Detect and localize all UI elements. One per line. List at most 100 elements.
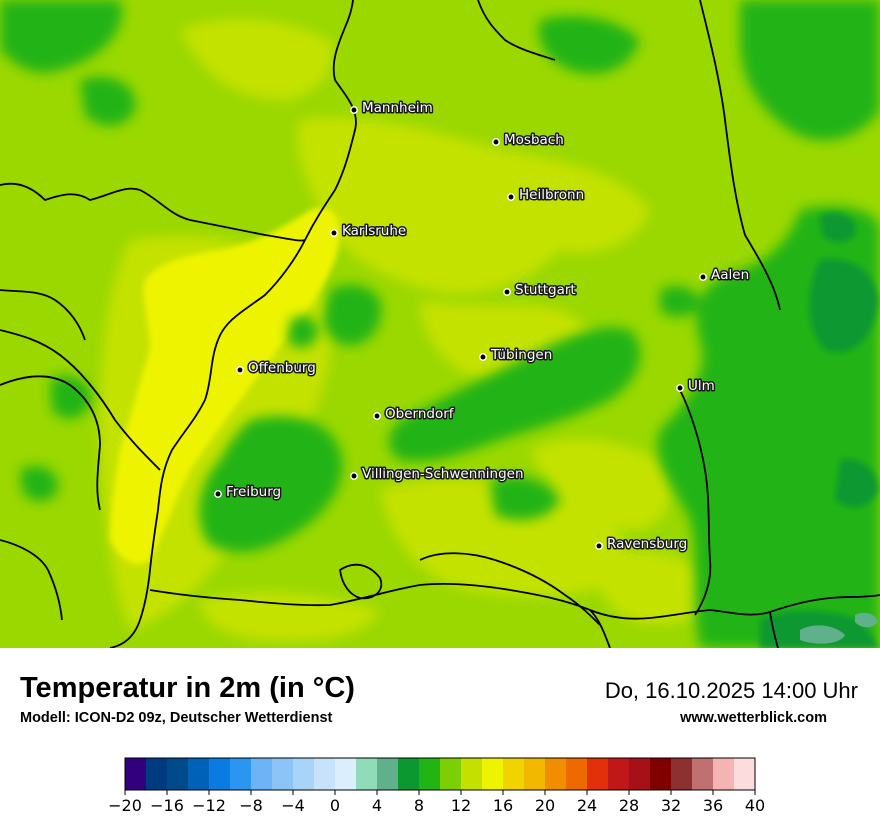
legend-tick-label: 8 (414, 796, 424, 815)
legend-tick-label: −8 (239, 796, 263, 815)
forecast-datetime: Do, 16.10.2025 14:00 Uhr (604, 678, 858, 703)
legend-swatch (671, 758, 693, 790)
legend-tick-label: −16 (150, 796, 184, 815)
legend-tick-label: 36 (703, 796, 723, 815)
temperature-field: Mannheim Mosbach Heilbronn Karlsruhe Aalen St… (0, 0, 880, 648)
model-info: Modell: ICON-D2 09z, Deutscher Wetterdie… (20, 710, 333, 726)
city-dot (350, 472, 358, 480)
zone-10-12 (0, 0, 880, 648)
legend-tick-label: 24 (577, 796, 597, 815)
city-marker: Mosbach (492, 131, 565, 150)
city-marker: Aalen (699, 266, 751, 285)
legend-tick-label: −4 (281, 796, 305, 815)
legend-swatch (608, 758, 630, 790)
city-label: Freiburg (226, 484, 281, 500)
city-marker: Tübingen (479, 346, 554, 365)
city-label: Oberndorf (385, 406, 455, 422)
legend-swatch (272, 758, 294, 790)
legend-swatch (482, 758, 504, 790)
legend-swatch (503, 758, 525, 790)
legend-tick-label: 32 (661, 796, 681, 815)
legend-swatches (125, 758, 756, 790)
city-markers: Mannheim Mosbach Heilbronn Karlsruhe Aalen St… (214, 99, 751, 554)
legend-swatch (524, 758, 546, 790)
city-dot (350, 106, 358, 114)
city-dot (595, 542, 603, 550)
city-marker: Offenburg (236, 359, 317, 378)
legend-swatch (419, 758, 441, 790)
city-label: Tübingen (490, 347, 552, 363)
legend-swatch (629, 758, 651, 790)
legend-swatch (188, 758, 210, 790)
legend-tick-label: 4 (372, 796, 382, 815)
city-label: Offenburg (248, 360, 316, 376)
website-link[interactable]: www.wetterblick.com (680, 710, 827, 726)
city-label: Aalen (711, 267, 749, 283)
legend-frame (124, 757, 756, 791)
color-legend: −20 −16 −12 −8 −4 0 4 8 12 16 20 24 28 32 36 40 (108, 757, 765, 815)
city-label: Villingen-Schwenningen (362, 466, 524, 482)
map-title: Temperatur in 2m (in °C) (20, 672, 355, 704)
legend-swatch (377, 758, 399, 790)
city-dot (676, 384, 684, 392)
city-marker: Heilbronn (507, 186, 586, 205)
legend-ticks: −20 −16 −12 −8 −4 0 4 8 12 16 20 24 28 32 36 40 (108, 790, 765, 815)
legend-tick-label: −20 (108, 796, 142, 815)
legend-swatch (566, 758, 588, 790)
city-dot (373, 412, 381, 420)
legend-swatch (398, 758, 420, 790)
city-dot (330, 229, 338, 237)
legend-swatch (461, 758, 483, 790)
legend-tick-label: 12 (451, 796, 471, 815)
city-dot (507, 193, 515, 201)
legend-swatch (146, 758, 168, 790)
city-marker: Freiburg (214, 483, 283, 502)
city-label: Ravensburg (607, 536, 687, 552)
legend-swatch (293, 758, 315, 790)
legend-swatch (692, 758, 714, 790)
weather-map: Mannheim Mosbach Heilbronn Karlsruhe Aalen St… (0, 0, 880, 648)
zone-6-8 (800, 612, 878, 644)
city-marker: Villingen-Schwenningen (350, 465, 525, 484)
legend-swatch (713, 758, 735, 790)
city-dot (503, 288, 511, 296)
city-marker: Oberndorf (373, 405, 456, 424)
city-dot (699, 273, 707, 281)
city-marker: Ulm (676, 377, 716, 396)
legend-swatch (335, 758, 357, 790)
legend-swatch (650, 758, 672, 790)
legend-swatch (545, 758, 567, 790)
city-label: Heilbronn (519, 187, 584, 203)
city-label: Stuttgart (515, 282, 576, 298)
legend-tick-label: 20 (535, 796, 555, 815)
legend-swatch (734, 758, 756, 790)
city-dot (479, 353, 487, 361)
city-label: Mannheim (362, 100, 433, 116)
border-lines (0, 0, 880, 648)
legend-tick-label: 40 (745, 796, 765, 815)
city-marker: Ravensburg (595, 535, 689, 554)
city-label: Mosbach (504, 132, 564, 148)
city-label: Ulm (688, 378, 715, 394)
legend-swatch (251, 758, 273, 790)
legend-swatch (209, 758, 231, 790)
legend-swatch (587, 758, 609, 790)
legend-swatch (230, 758, 252, 790)
map-footer: Temperatur in 2m (in °C) Modell: ICON-D2… (0, 648, 880, 830)
city-label: Karlsruhe (342, 223, 406, 239)
legend-tick-label: −12 (192, 796, 226, 815)
legend-swatch (314, 758, 336, 790)
legend-swatch (167, 758, 189, 790)
zone-8-10 (760, 212, 880, 648)
legend-tick-label: 16 (493, 796, 513, 815)
legend-tick-label: 28 (619, 796, 639, 815)
legend-tick-label: 0 (330, 796, 340, 815)
city-marker: Stuttgart (503, 281, 577, 300)
legend-swatch (440, 758, 462, 790)
city-marker: Mannheim (350, 99, 434, 118)
city-dot (214, 490, 222, 498)
city-marker: Karlsruhe (330, 222, 408, 241)
city-dot (236, 366, 244, 374)
zone-16-18 (110, 208, 340, 564)
legend-swatch (125, 758, 147, 790)
